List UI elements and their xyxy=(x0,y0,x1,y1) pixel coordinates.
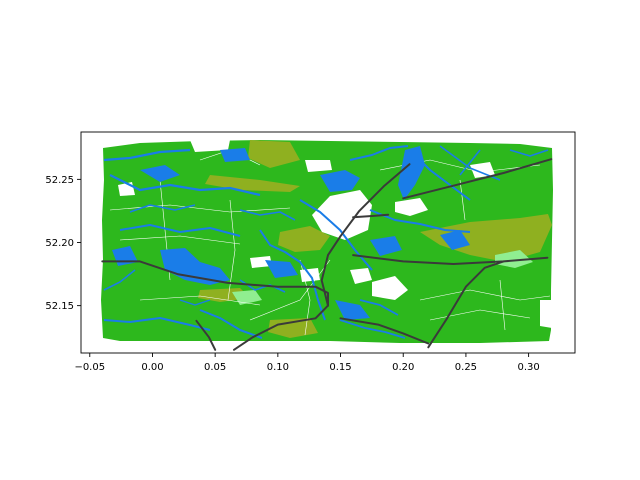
y-tick-label: 52.15 xyxy=(45,301,74,312)
x-tick-label: 0.15 xyxy=(329,362,351,373)
road-line xyxy=(352,254,549,265)
y-tick-label: 52.20 xyxy=(45,238,74,249)
road-line xyxy=(402,158,553,200)
x-tick-label: 0.25 xyxy=(455,362,477,373)
water-layer xyxy=(103,145,549,339)
land-lightgreen-patch xyxy=(232,290,262,305)
land-olive-patch xyxy=(420,214,552,262)
x-tick-label: 0.20 xyxy=(392,362,414,373)
land-lightgreen-patch xyxy=(495,250,533,268)
x-tick-label: 0.00 xyxy=(141,362,163,373)
x-tick-label: 0.05 xyxy=(204,362,226,373)
road-line xyxy=(101,260,329,307)
road-line xyxy=(195,319,217,351)
x-axis: −0.05 0.00 0.05 0.10 0.15 0.20 0.25 0.30 xyxy=(74,353,540,373)
x-tick-label: 0.30 xyxy=(517,362,539,373)
y-tick-label: 52.25 xyxy=(45,175,74,186)
roads-layer xyxy=(101,158,553,351)
road-line xyxy=(427,260,505,349)
road-line xyxy=(339,317,430,345)
plot-area xyxy=(101,140,553,351)
road-line xyxy=(352,213,390,219)
road-line xyxy=(320,163,411,307)
white-gaps xyxy=(118,140,552,328)
land-olive-patch xyxy=(248,140,300,168)
land-olive-patch xyxy=(278,226,330,252)
y-axis: 52.15 52.20 52.25 xyxy=(45,175,81,312)
x-tick-label: 0.10 xyxy=(267,362,289,373)
x-tick-label: −0.05 xyxy=(74,362,105,373)
road-line xyxy=(233,304,329,351)
